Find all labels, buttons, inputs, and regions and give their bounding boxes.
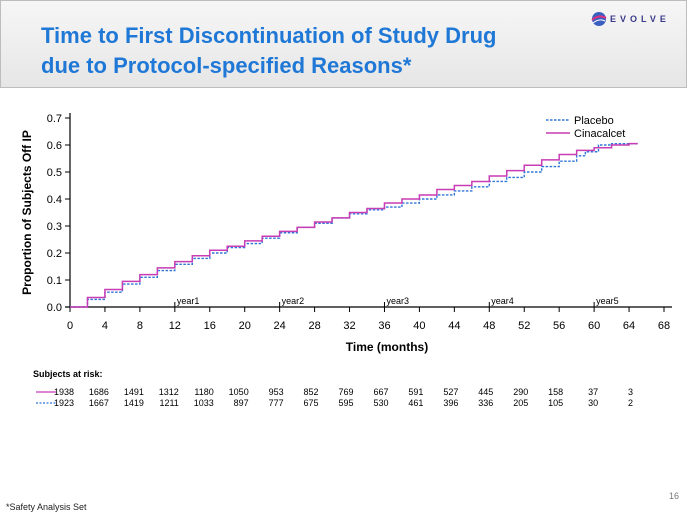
- risk-cell: 527: [443, 387, 458, 397]
- risk-cell: 777: [269, 398, 284, 408]
- x-tick-label: 48: [483, 320, 495, 332]
- x-tick-label: 40: [413, 320, 425, 332]
- risk-cell: 2: [628, 398, 633, 408]
- x-tick-label: 32: [343, 320, 355, 332]
- risk-cell: 667: [373, 387, 388, 397]
- risk-cell: 1923: [54, 398, 74, 408]
- risk-cell: 1938: [54, 387, 74, 397]
- risk-cell: 852: [304, 387, 319, 397]
- risk-cell: 445: [478, 387, 493, 397]
- x-tick-label: 12: [169, 320, 181, 332]
- x-tick-label: 64: [623, 320, 635, 332]
- title-line-2: due to Protocol-specified Reasons*: [41, 53, 412, 78]
- risk-cell: 1419: [124, 398, 144, 408]
- y-tick-label: 0.4: [47, 194, 62, 206]
- series-line-cinacalcet: [70, 142, 638, 308]
- year-marker-label: year2: [282, 296, 305, 306]
- risk-cell: 30: [588, 398, 598, 408]
- footnote: *Safety Analysis Set: [6, 502, 87, 512]
- x-tick-label: 20: [239, 320, 251, 332]
- x-tick-label: 68: [658, 320, 670, 332]
- risk-cell: 530: [373, 398, 388, 408]
- x-tick-label: 56: [553, 320, 565, 332]
- year-marker-label: year5: [596, 296, 619, 306]
- risk-cell: 205: [513, 398, 528, 408]
- series-line-placebo: [70, 142, 638, 308]
- year-marker-label: year4: [491, 296, 514, 306]
- risk-cell: 1180: [194, 387, 213, 397]
- x-tick-label: 28: [308, 320, 320, 332]
- risk-cell: 953: [269, 387, 284, 397]
- evolve-logo: EVOLVE: [591, 9, 670, 29]
- risk-cell: 1211: [159, 398, 178, 408]
- risk-cell: 3: [628, 387, 633, 397]
- slide-header: Time to First Discontinuation of Study D…: [0, 0, 687, 88]
- page-number: 16: [669, 491, 680, 501]
- risk-cell: 595: [338, 398, 353, 408]
- legend-label-cinacalcet: Cinacalcet: [574, 128, 625, 140]
- x-tick-label: 0: [67, 320, 73, 332]
- risk-cell: 1033: [194, 398, 214, 408]
- x-tick-label: 8: [137, 320, 143, 332]
- risk-cell: 37: [588, 387, 598, 397]
- x-tick-label: 52: [518, 320, 530, 332]
- risk-cell: 675: [304, 398, 319, 408]
- km-chart: 0.00.10.20.30.40.50.60.70 4 8 12 16 20 24 28 32 3…: [20, 113, 672, 408]
- risk-cell: 1312: [159, 387, 179, 397]
- year-marker-label: year1: [177, 296, 200, 306]
- legend-label-placebo: Placebo: [574, 115, 614, 127]
- y-tick-label: 0.0: [47, 302, 62, 314]
- risk-cell: 1050: [229, 387, 249, 397]
- risk-cell: 336: [478, 398, 493, 408]
- y-tick-label: 0.7: [47, 113, 62, 125]
- risk-cell: 1491: [124, 387, 144, 397]
- risk-cell: 1667: [89, 398, 109, 408]
- risk-cell: 591: [408, 387, 423, 397]
- x-tick-label: 4: [102, 320, 108, 332]
- risk-cell: 461: [408, 398, 423, 408]
- risk-cell: 105: [548, 398, 563, 408]
- risk-cell: 1686: [89, 387, 109, 397]
- risk-cell: 897: [234, 398, 249, 408]
- x-tick-label: 36: [378, 320, 390, 332]
- y-tick-label: 0.6: [47, 140, 62, 152]
- globe-swirl-icon: [591, 12, 607, 26]
- x-tick-label: 60: [588, 320, 600, 332]
- y-tick-label: 0.5: [47, 167, 62, 179]
- x-tick-label: 44: [448, 320, 460, 332]
- x-axis-label: Time (months): [346, 340, 428, 354]
- y-tick-label: 0.3: [47, 221, 62, 233]
- risk-cell: 769: [338, 387, 353, 397]
- x-tick-label: 16: [204, 320, 216, 332]
- y-axis-label: Proportion of Subjects Off IP: [20, 130, 34, 295]
- risk-cell: 290: [513, 387, 528, 397]
- y-tick-label: 0.1: [47, 275, 62, 287]
- risk-cell: 158: [548, 387, 563, 397]
- year-marker-label: year3: [386, 296, 409, 306]
- risk-cell: 396: [443, 398, 458, 408]
- logo-text: EVOLVE: [610, 14, 670, 24]
- slide-title: Time to First Discontinuation of Study D…: [41, 21, 496, 81]
- title-line-1: Time to First Discontinuation of Study D…: [41, 23, 497, 48]
- x-tick-label: 24: [274, 320, 286, 332]
- risk-table-heading: Subjects at risk:: [33, 369, 103, 379]
- y-tick-label: 0.2: [47, 248, 62, 260]
